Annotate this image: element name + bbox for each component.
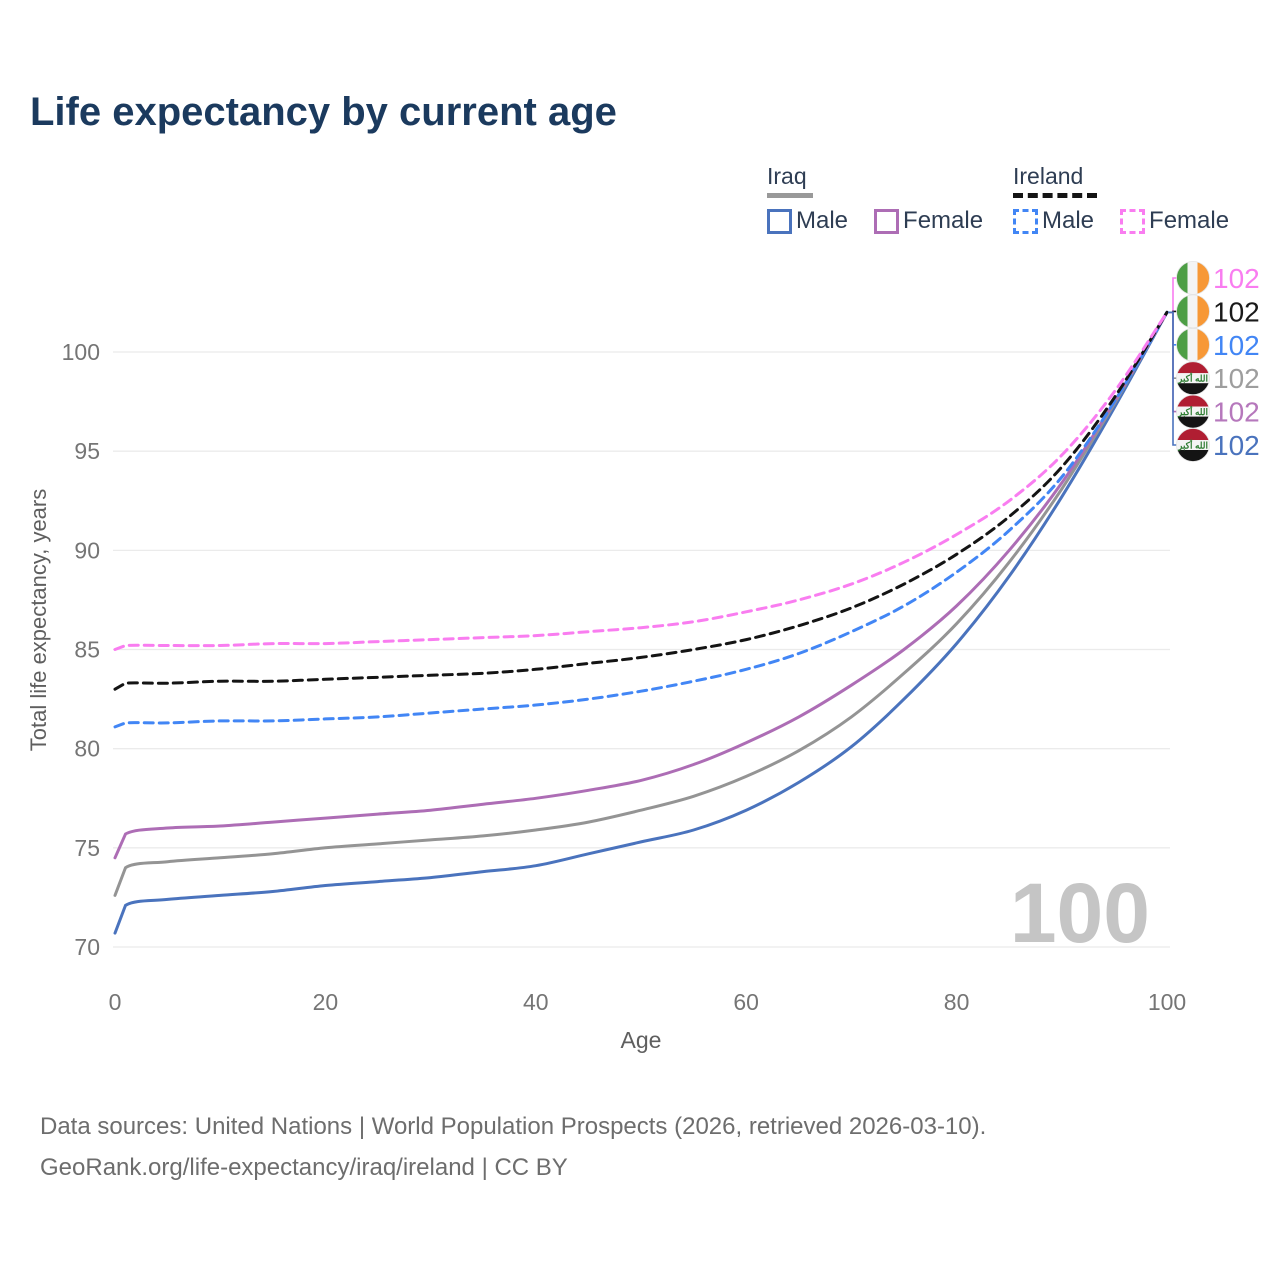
series-line-ireland_female[interactable] <box>113 310 1169 651</box>
y-axis-title: Total life expectancy, years <box>26 489 51 752</box>
series-line-iraq_both[interactable] <box>113 310 1169 897</box>
x-tick-label: 40 <box>523 989 549 1015</box>
iraq-flag-icon: الله أكبر <box>1176 428 1210 462</box>
ireland-flag-icon <box>1176 261 1210 295</box>
end-label-connector-ireland_female <box>1168 277 1177 314</box>
y-tick-label: 100 <box>62 339 100 365</box>
iraq-female-swatch-icon <box>874 208 900 234</box>
y-tick-label: 75 <box>74 835 100 861</box>
end-value-label-ireland_both: 102 <box>1213 296 1260 327</box>
legend-item-label: Male <box>796 207 849 234</box>
legend-group-title-iraq: Iraq <box>767 163 807 189</box>
y-tick-label: 70 <box>74 934 100 960</box>
ireland-both-series-swatch[interactable] <box>1013 193 1097 198</box>
page-title: Life expectancy by current age <box>30 90 617 134</box>
x-tick-label: 60 <box>733 989 759 1015</box>
age-counter-watermark: 100 <box>1010 866 1150 960</box>
ireland-flag-icon <box>1176 294 1210 328</box>
attribution-link-text: GeoRank.org/life-expectancy/iraq/ireland… <box>40 1154 568 1181</box>
y-tick-label: 80 <box>74 736 100 762</box>
end-value-label-ireland_male: 102 <box>1213 330 1260 361</box>
iraq-both-series-swatch[interactable] <box>767 193 813 198</box>
legend-item-iraq-female[interactable]: Female <box>874 207 983 235</box>
iraq-flag-icon: الله أكبر <box>1176 395 1210 429</box>
chart-footer: Data sources: United Nations | World Pop… <box>40 1106 986 1188</box>
ireland-female-swatch-icon <box>1120 208 1146 234</box>
x-tick-label: 100 <box>1148 989 1186 1015</box>
series-line-ireland_male[interactable] <box>113 310 1169 729</box>
legend-item-label: Female <box>1149 207 1230 234</box>
series-line-iraq_female[interactable] <box>113 310 1169 860</box>
y-tick-label: 90 <box>74 537 100 563</box>
x-tick-label: 0 <box>109 989 122 1015</box>
x-tick-label: 20 <box>313 989 339 1015</box>
legend-group-iraq: Iraq Male Female <box>767 163 983 235</box>
data-sources-text: Data sources: United Nations | World Pop… <box>40 1113 987 1140</box>
legend-group-title-ireland: Ireland <box>1013 163 1084 189</box>
legend-item-ireland-male[interactable]: Male <box>1013 207 1094 235</box>
series-line-ireland_both[interactable] <box>113 310 1169 691</box>
legend-item-label: Male <box>1042 207 1095 234</box>
legend-item-ireland-female[interactable]: Female <box>1120 207 1229 235</box>
legend-item-label: Female <box>903 207 984 234</box>
iraq-male-swatch-icon <box>767 208 792 234</box>
y-tick-label: 95 <box>74 438 100 464</box>
x-axis-title: Age <box>621 1027 662 1053</box>
x-tick-label: 80 <box>944 989 970 1015</box>
end-value-label-ireland_female: 102 <box>1213 263 1260 294</box>
svg-text:الله أكبر: الله أكبر <box>1177 405 1208 418</box>
svg-text:الله أكبر: الله أكبر <box>1177 372 1208 385</box>
y-tick-label: 85 <box>74 637 100 663</box>
ireland-male-swatch-icon <box>1013 208 1038 234</box>
end-value-label-iraq_male: 102 <box>1213 430 1260 461</box>
svg-text:الله أكبر: الله أكبر <box>1177 439 1208 452</box>
end-value-label-iraq_female: 102 <box>1213 397 1260 428</box>
legend-group-ireland: Ireland Male Female <box>1013 163 1229 235</box>
ireland-flag-icon <box>1176 328 1210 362</box>
end-label-connector-iraq_male <box>1168 311 1177 446</box>
legend-item-iraq-male[interactable]: Male <box>767 207 848 235</box>
iraq-flag-icon: الله أكبر <box>1176 361 1210 395</box>
end-value-label-iraq_both: 102 <box>1213 363 1260 394</box>
series-line-iraq_male[interactable] <box>113 310 1169 935</box>
